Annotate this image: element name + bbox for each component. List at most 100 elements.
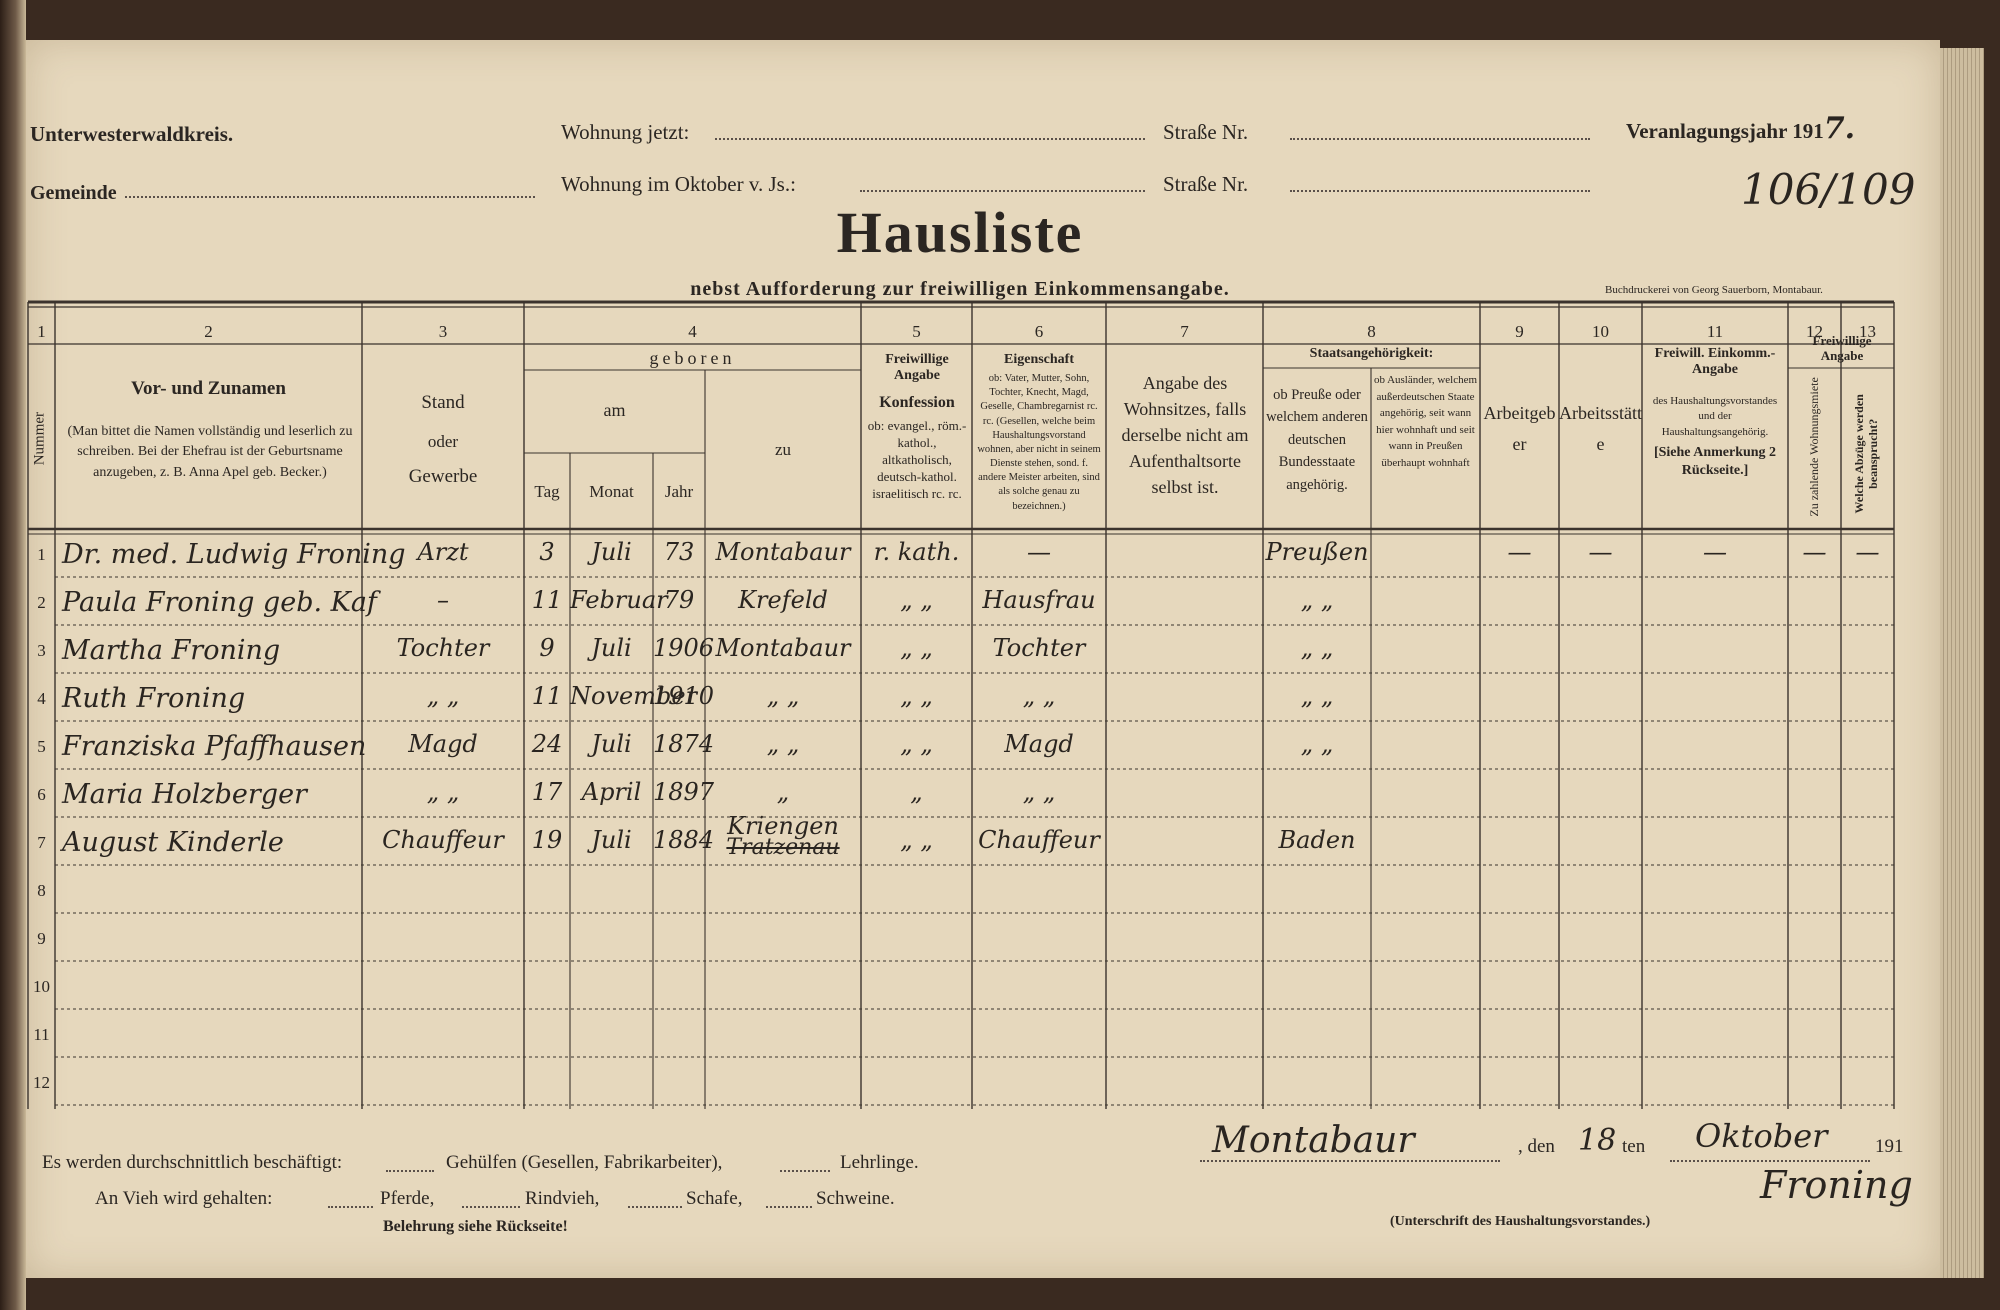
handwritten-entry: Juli	[591, 538, 632, 566]
column-number: 10	[1592, 322, 1609, 341]
column-label: Tag	[534, 482, 560, 501]
handwritten-entry: Tochter	[396, 634, 490, 662]
fill-line	[1200, 1160, 1500, 1162]
handwritten-place: Montabaur	[1212, 1120, 1415, 1161]
handwritten-entry: „	[776, 778, 790, 806]
handwritten-entry: 1874	[653, 730, 715, 758]
handwritten-signature: Froning	[1760, 1163, 1913, 1207]
column-label: zu	[774, 440, 792, 459]
footer-label: Pferde,	[380, 1188, 435, 1209]
handwritten-entry: „ „	[1022, 682, 1056, 710]
column-number: 7	[1180, 322, 1189, 341]
row-number: 8	[37, 881, 46, 900]
column-label: Staatsangehörigkeit:	[1309, 346, 1434, 361]
handwritten-entry: April	[581, 778, 642, 806]
handwritten-entry: „ „	[766, 730, 800, 758]
handwritten-entry: Magd	[1004, 730, 1074, 758]
footer-label: Rindvieh,	[525, 1188, 600, 1209]
handwritten-entry: 73	[663, 538, 695, 566]
handwritten-entry: „	[910, 778, 923, 806]
handwritten-entry: Tochter	[992, 634, 1086, 662]
handwritten-year: 7.	[1823, 111, 1856, 146]
handwritten-entry: r. kath.	[873, 538, 960, 566]
handwritten-entry: —	[1802, 538, 1827, 566]
handwritten-entry: „ „	[1022, 778, 1056, 806]
handwritten-entry: —	[1855, 538, 1880, 566]
assessment-year: Veranlagungsjahr 1917.	[1626, 111, 1856, 147]
handwritten-entry: 1910	[653, 682, 715, 710]
handwritten-entry: „ „	[426, 682, 460, 710]
handwritten-entry: Franziska Pfaffhausen	[62, 731, 367, 762]
handwritten-entry: 11	[531, 586, 563, 614]
fill-line	[628, 1206, 682, 1208]
field-label: Wohnung jetzt:	[561, 120, 690, 144]
field-label: Veranlagungsjahr 191	[1626, 119, 1824, 143]
column-number: 1	[37, 322, 46, 341]
handwritten-entry: —	[1588, 538, 1613, 566]
row-number: 3	[37, 641, 46, 660]
struck-entry: Tratzenau	[726, 835, 840, 860]
column-number: 12	[1806, 322, 1823, 341]
fill-line	[1290, 138, 1590, 140]
row-number: 1	[37, 545, 46, 564]
column-label: Vor- und Zunamen	[131, 378, 286, 399]
handwritten-entry: Baden	[1278, 826, 1356, 854]
handwritten-entry: Kriengen	[727, 812, 839, 840]
row-number: 9	[37, 929, 46, 948]
handwritten-entry: Juli	[591, 634, 632, 662]
handwritten-entry: 17	[531, 778, 563, 806]
column-label: Welche Abzüge werden beansprucht?	[1852, 394, 1880, 514]
row-number: 5	[37, 737, 46, 756]
column-note: ob: Vater, Mutter, Sohn, Tochter, Knecht…	[977, 373, 1101, 512]
footer-label: Schweine.	[816, 1188, 895, 1209]
handwritten-entry: „ „	[1300, 634, 1334, 662]
field-label: Straße Nr.	[1163, 120, 1249, 144]
field-label: Wohnung im Oktober v. Js.:	[561, 172, 796, 196]
fill-line	[125, 196, 535, 198]
footer-label: Gehülfen (Gesellen, Fabrikarbeiter),	[446, 1152, 723, 1173]
handwritten-entry: „ „	[900, 682, 933, 710]
district: Unterwesterwaldkreis.	[30, 122, 234, 146]
handwritten-entry: „ „	[766, 682, 800, 710]
handwritten-entry: „ „	[1300, 730, 1334, 758]
handwritten-day: 18	[1578, 1123, 1617, 1158]
column-label: oder	[427, 432, 459, 451]
handwritten-entry: 3	[539, 538, 555, 566]
column-number: 4	[688, 322, 697, 341]
footer-label: An Vieh wird gehalten:	[95, 1188, 273, 1209]
handwritten-month: Oktober	[1695, 1117, 1828, 1155]
row-number: 6	[37, 785, 46, 804]
handwritten-entry: November	[570, 682, 698, 710]
handwritten-entry: 1884	[653, 826, 715, 854]
column-label: Freiwill. Einkomm.-Angabe	[1654, 346, 1776, 378]
column-label: Freiwillige Angabe	[885, 352, 949, 384]
fill-line	[766, 1206, 812, 1208]
handwritten-entry: „ „	[1300, 682, 1334, 710]
column-note: (Man bittet die Namen vollständig und le…	[67, 424, 353, 480]
handwritten-entry: Magd	[408, 730, 478, 758]
handwritten-entry: Maria Holzberger	[62, 779, 307, 810]
row-number: 7	[37, 833, 46, 852]
signature-label: ten	[1622, 1136, 1646, 1157]
handwritten-entry: 19	[531, 826, 563, 854]
footer-note: Belehrung siehe Rückseite!	[383, 1218, 568, 1235]
column-label: Freiwillige Angabe	[1812, 333, 1872, 363]
fill-line	[860, 190, 1145, 192]
field-label: Gemeinde	[30, 182, 117, 204]
handwritten-entry: Montabaur	[715, 634, 851, 662]
signature-caption: (Unterschrift des Haushaltungsvorstandes…	[1390, 1214, 1651, 1229]
column-label: Jahr	[664, 482, 694, 501]
handwritten-entry: Chauffeur	[978, 826, 1100, 854]
column-label: Arbeitsstätte	[1559, 403, 1642, 454]
column-label: Angabe des Wohnsitzes, falls derselbe ni…	[1121, 373, 1249, 498]
column-label: Stand	[421, 392, 465, 413]
handwritten-entry: Februar	[570, 586, 668, 614]
row-number: 4	[37, 689, 46, 708]
row-number: 11	[33, 1025, 50, 1044]
handwritten-entry: 9	[539, 634, 555, 662]
signature-label: , den	[1518, 1136, 1555, 1157]
column-label: Konfession	[879, 394, 955, 411]
form-subtitle: nebst Aufforderung zur freiwilligen Eink…	[690, 278, 1230, 300]
column-note: ob Ausländer, welchem außerdeutschen Sta…	[1373, 374, 1478, 469]
